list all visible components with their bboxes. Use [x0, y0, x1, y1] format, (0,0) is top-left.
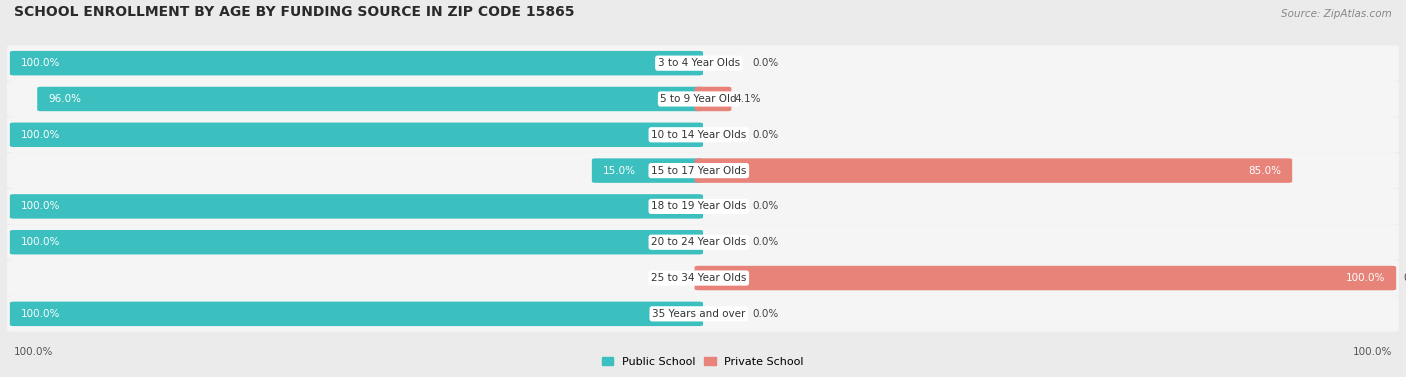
Text: 25 to 34 Year Olds: 25 to 34 Year Olds — [651, 273, 747, 283]
Text: Source: ZipAtlas.com: Source: ZipAtlas.com — [1281, 9, 1392, 19]
FancyBboxPatch shape — [10, 123, 703, 147]
FancyBboxPatch shape — [7, 153, 1399, 188]
Text: 85.0%: 85.0% — [1249, 166, 1281, 176]
Text: 0.0%: 0.0% — [1403, 273, 1406, 283]
Text: 96.0%: 96.0% — [48, 94, 82, 104]
FancyBboxPatch shape — [695, 266, 1396, 290]
Text: 100.0%: 100.0% — [1346, 273, 1385, 283]
Text: 100.0%: 100.0% — [21, 237, 60, 247]
FancyBboxPatch shape — [695, 87, 731, 111]
Legend: Public School, Private School: Public School, Private School — [598, 352, 808, 371]
Text: 100.0%: 100.0% — [21, 130, 60, 140]
FancyBboxPatch shape — [7, 296, 1399, 332]
Text: 35 Years and over: 35 Years and over — [652, 309, 745, 319]
Text: 3 to 4 Year Olds: 3 to 4 Year Olds — [658, 58, 740, 68]
Text: 18 to 19 Year Olds: 18 to 19 Year Olds — [651, 201, 747, 211]
Text: 100.0%: 100.0% — [14, 347, 53, 357]
Text: 10 to 14 Year Olds: 10 to 14 Year Olds — [651, 130, 747, 140]
Text: 0.0%: 0.0% — [752, 237, 779, 247]
Text: SCHOOL ENROLLMENT BY AGE BY FUNDING SOURCE IN ZIP CODE 15865: SCHOOL ENROLLMENT BY AGE BY FUNDING SOUR… — [14, 5, 575, 19]
FancyBboxPatch shape — [7, 45, 1399, 81]
Text: 0.0%: 0.0% — [752, 201, 779, 211]
Text: 100.0%: 100.0% — [21, 201, 60, 211]
Text: 0.0%: 0.0% — [752, 130, 779, 140]
Text: 4.1%: 4.1% — [734, 94, 761, 104]
FancyBboxPatch shape — [10, 302, 703, 326]
Text: 5 to 9 Year Old: 5 to 9 Year Old — [661, 94, 737, 104]
FancyBboxPatch shape — [10, 51, 703, 75]
Text: 15 to 17 Year Olds: 15 to 17 Year Olds — [651, 166, 747, 176]
FancyBboxPatch shape — [10, 194, 703, 219]
FancyBboxPatch shape — [7, 260, 1399, 296]
Text: 15.0%: 15.0% — [603, 166, 636, 176]
Text: 100.0%: 100.0% — [21, 58, 60, 68]
Text: 0.0%: 0.0% — [752, 58, 779, 68]
FancyBboxPatch shape — [695, 158, 1292, 183]
FancyBboxPatch shape — [37, 87, 703, 111]
Text: 100.0%: 100.0% — [1353, 347, 1392, 357]
FancyBboxPatch shape — [7, 117, 1399, 153]
FancyBboxPatch shape — [10, 230, 703, 254]
FancyBboxPatch shape — [592, 158, 703, 183]
Text: 20 to 24 Year Olds: 20 to 24 Year Olds — [651, 237, 747, 247]
Text: 100.0%: 100.0% — [21, 309, 60, 319]
FancyBboxPatch shape — [7, 81, 1399, 117]
Text: 0.0%: 0.0% — [752, 309, 779, 319]
FancyBboxPatch shape — [7, 224, 1399, 260]
FancyBboxPatch shape — [7, 188, 1399, 224]
